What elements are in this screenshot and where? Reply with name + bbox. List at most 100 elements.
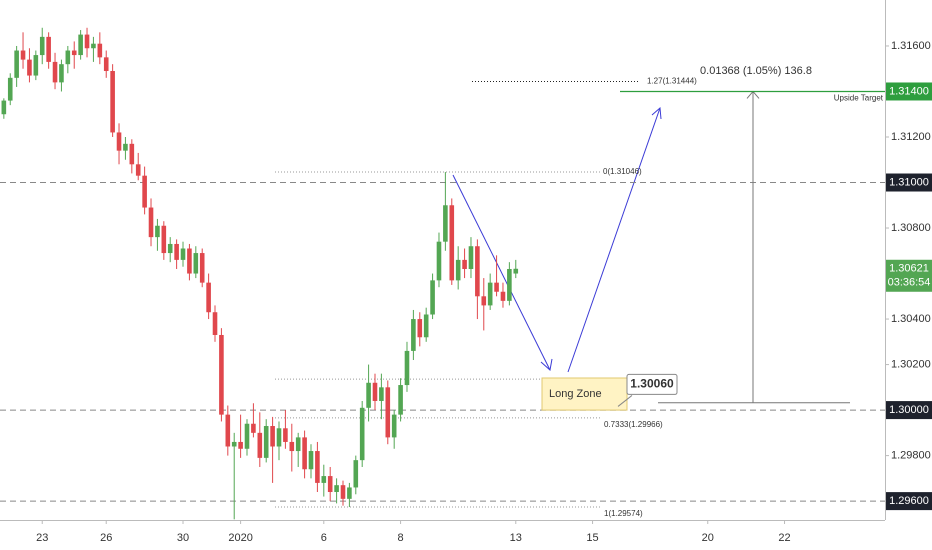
candle-body	[33, 55, 39, 76]
candle-body	[353, 460, 359, 488]
candle-body	[302, 437, 307, 470]
candle-body	[379, 387, 384, 401]
target-tag-label: 1.31400	[889, 85, 929, 97]
candle-body	[174, 243, 179, 260]
candle-body	[372, 382, 378, 401]
candle-body	[97, 43, 103, 58]
candle-body	[103, 57, 109, 72]
candle-body	[321, 476, 327, 483]
candle-body	[199, 253, 205, 283]
projection-arrow	[567, 107, 661, 373]
y-tick-label: 1.30800	[891, 222, 931, 234]
candle-body	[206, 282, 211, 313]
candle-body	[423, 314, 429, 338]
candle-body	[212, 312, 218, 335]
candle-body	[340, 485, 346, 499]
entry-label: 1.30060	[630, 377, 674, 391]
candle-body	[513, 268, 519, 274]
candle-body	[327, 476, 333, 493]
candle-body	[244, 423, 250, 449]
candle-body	[417, 319, 423, 338]
x-tick-label: 23	[36, 532, 48, 544]
x-tick-label: 30	[177, 532, 189, 544]
x-tick-label: 2020	[228, 532, 252, 544]
candle-body	[334, 485, 339, 493]
candle-body	[161, 225, 167, 254]
candle-body	[347, 487, 352, 499]
candle-body	[295, 437, 301, 452]
candle-body	[270, 426, 275, 447]
candle-body	[219, 334, 224, 415]
candle-body	[167, 243, 173, 254]
candle-body	[257, 432, 263, 458]
x-tick-label: 6	[321, 532, 327, 544]
candle-body	[123, 143, 128, 151]
candle-body	[283, 428, 288, 442]
x-tick-label: 13	[510, 532, 522, 544]
candle-body	[39, 36, 45, 56]
candle-body	[411, 319, 416, 351]
candle-body	[430, 280, 435, 315]
candle-body	[78, 34, 83, 56]
candle-body	[71, 50, 77, 56]
candle-body	[14, 50, 19, 78]
arrow-head	[540, 358, 553, 371]
candle-body	[1, 100, 7, 115]
price-tag	[886, 401, 932, 420]
candle-body	[487, 282, 493, 306]
y-tick-label: 1.31200	[891, 131, 931, 143]
x-tick-label: 15	[586, 532, 598, 544]
candle-body	[27, 59, 32, 76]
candle-body	[180, 248, 186, 260]
candle-body	[225, 414, 231, 447]
candle-body	[65, 50, 71, 65]
candle-body	[494, 282, 499, 292]
candle-body	[359, 407, 365, 461]
fib-label: 0.7333(1.29966)	[604, 420, 663, 429]
last-price-tag	[886, 259, 932, 292]
candle-body	[436, 241, 442, 281]
candle-body	[462, 259, 467, 269]
price-tag-label: 1.29600	[889, 495, 929, 507]
candle-body	[110, 71, 115, 133]
candle-body	[315, 451, 320, 483]
candle-body	[308, 451, 314, 470]
x-tick-label: 8	[398, 532, 404, 544]
candle-body	[135, 164, 141, 176]
candle-body	[59, 64, 64, 83]
price-tag-label: 1.30000	[889, 404, 929, 416]
entry-callout	[626, 373, 678, 395]
candle-body	[251, 423, 256, 433]
candle-body	[116, 132, 122, 151]
price-tag-label: 1.31000	[889, 176, 929, 188]
candle-body	[500, 291, 506, 301]
candle-body	[289, 441, 295, 452]
candle-body	[142, 175, 147, 208]
fib-label: 1(1.29574)	[604, 509, 643, 518]
candle-body	[52, 61, 58, 83]
candle-body	[238, 441, 243, 449]
candle-body	[404, 350, 410, 386]
fib-label: 1.27(1.31444)	[647, 77, 697, 86]
fib-label: 0(1.31046)	[603, 167, 642, 176]
candle-body	[475, 246, 480, 297]
candle-body	[449, 205, 455, 281]
candle-body	[385, 387, 391, 438]
entry-pointer	[617, 395, 633, 407]
target-tag	[886, 82, 932, 101]
x-tick-label: 26	[100, 532, 112, 544]
candle-body	[507, 268, 512, 301]
y-tick-label: 1.31600	[891, 40, 931, 52]
candle-body	[276, 428, 282, 447]
price-tag	[886, 492, 932, 511]
candle-body	[187, 248, 192, 274]
candle-body	[366, 382, 371, 408]
candle-body	[391, 414, 397, 438]
candle-body	[193, 253, 199, 274]
candle-body	[46, 36, 51, 62]
y-tick-label: 1.30200	[891, 358, 931, 370]
candle-body	[84, 34, 90, 49]
candle-body	[231, 441, 237, 447]
